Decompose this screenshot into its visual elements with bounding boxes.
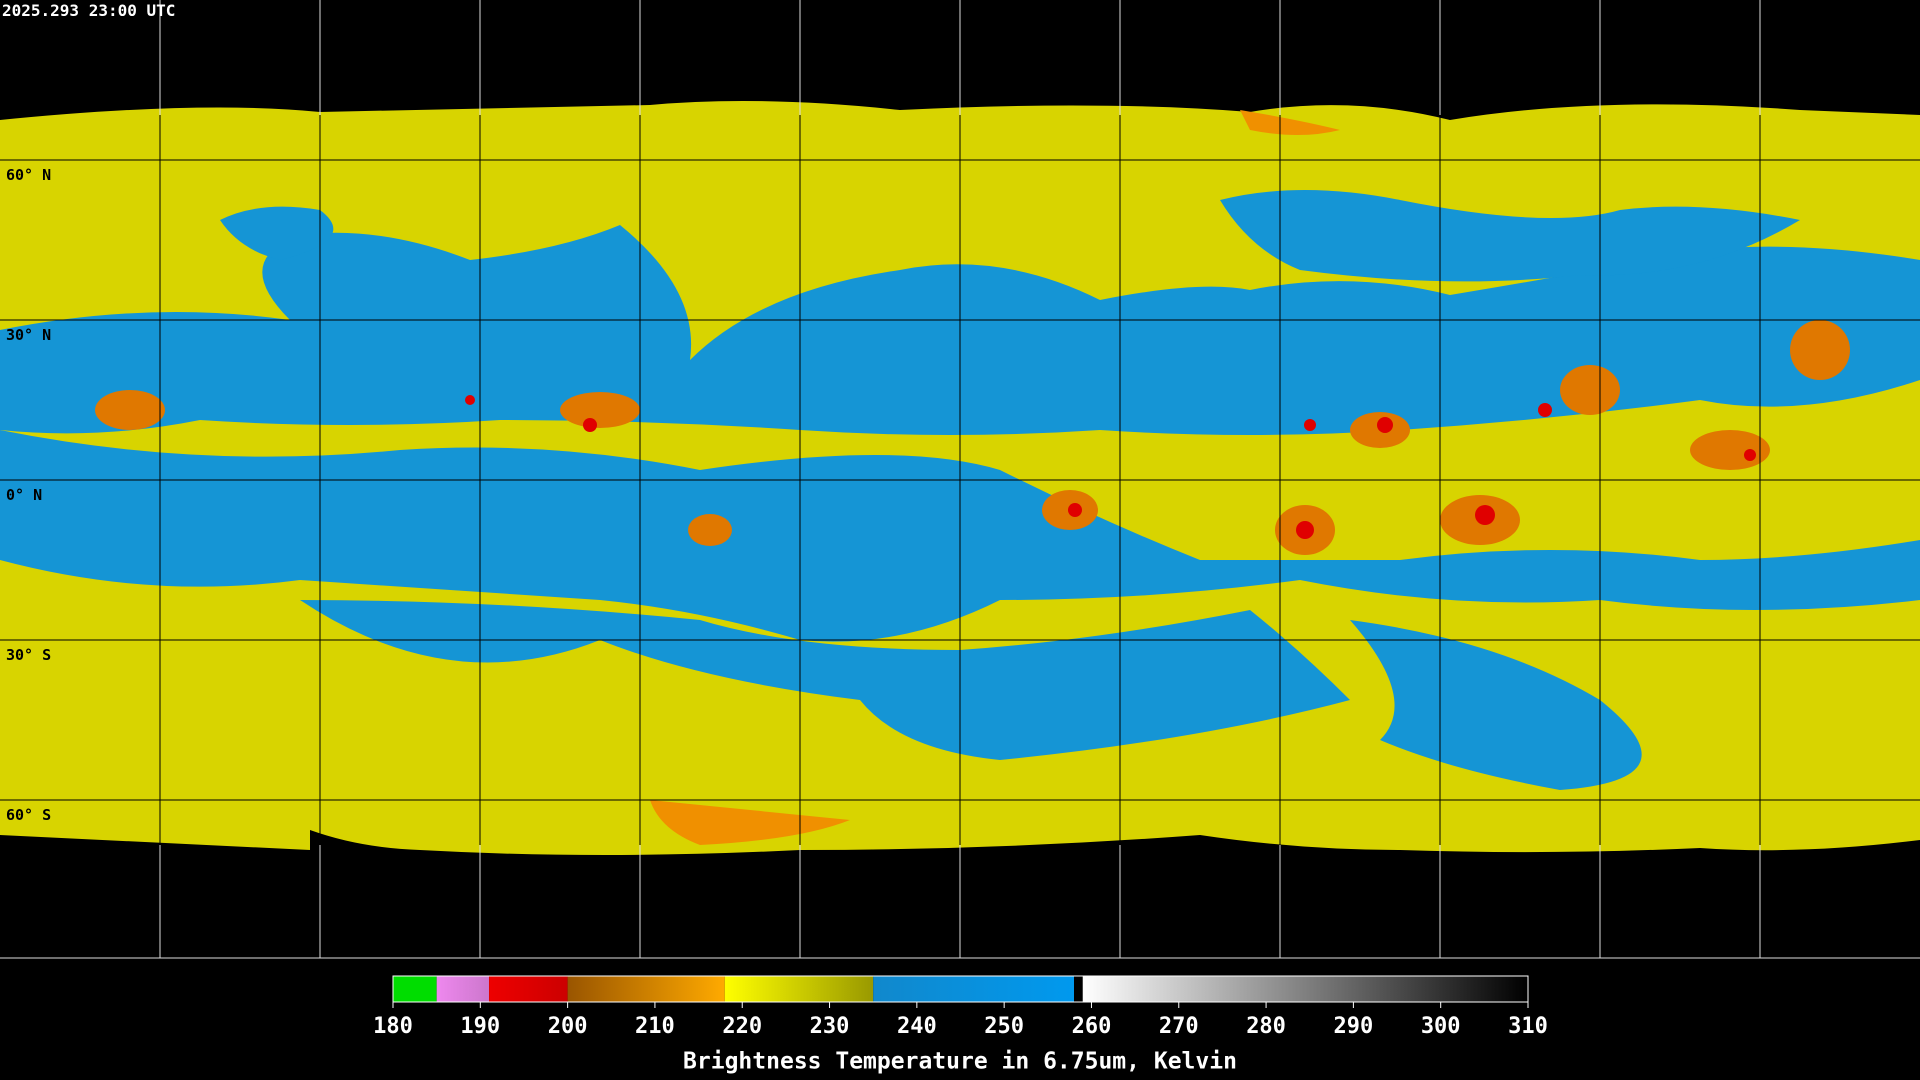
colorbar-segment (1082, 976, 1528, 1002)
timestamp: 2025.293 23:00 UTC (2, 1, 175, 20)
latitude-label: 0° N (6, 486, 42, 504)
dry-region (1350, 620, 1642, 790)
colorbar-tick-label: 220 (722, 1014, 762, 1039)
colorbar-frame (392, 975, 1529, 1003)
colorbar-tick-label: 200 (548, 1014, 588, 1039)
colorbar-tick-label: 250 (984, 1014, 1024, 1039)
colorbar-segment (393, 976, 437, 1002)
colorbar-segment (724, 976, 874, 1002)
graticule (0, 0, 1920, 959)
colorbar-segment (873, 976, 1074, 1002)
colorbar-tick-label: 270 (1159, 1014, 1199, 1039)
warm-region (1240, 110, 1340, 135)
latitude-label: 30° N (6, 326, 51, 344)
colorbar-segment (567, 976, 725, 1002)
deep-convection (465, 395, 1756, 539)
colorbar: 180 190 200 210 220 230 240 250 260 270 280 290 300 3… (373, 975, 1548, 1039)
colorbar-tick-label: 300 (1421, 1014, 1461, 1039)
latitude-labels: 60° N 30° N 0° N 30° S 60° S (6, 166, 51, 824)
colorbar-tick-label: 190 (460, 1014, 500, 1039)
colorbar-tick-label: 260 (1072, 1014, 1112, 1039)
colorbar-tick-label: 290 (1334, 1014, 1374, 1039)
colorbar-segment (436, 976, 490, 1002)
colorbar-tick-label: 180 (373, 1014, 413, 1039)
latitude-label: 60° S (6, 806, 51, 824)
colorbar-label: Brightness Temperature in 6.75um, Kelvin (683, 1049, 1237, 1075)
colorbar-tick-label: 310 (1508, 1014, 1548, 1039)
dry-region (220, 206, 334, 260)
dry-region (1220, 190, 1800, 282)
latitude-label: 30° S (6, 646, 51, 664)
colorbar-tick-label: 240 (897, 1014, 937, 1039)
colorbar-tick-label: 280 (1246, 1014, 1286, 1039)
colorbar-segment (489, 976, 568, 1002)
colorbar-tick-label: 230 (810, 1014, 850, 1039)
latitude-label: 60° N (6, 166, 51, 184)
colorbar-tick-label: 210 (635, 1014, 675, 1039)
